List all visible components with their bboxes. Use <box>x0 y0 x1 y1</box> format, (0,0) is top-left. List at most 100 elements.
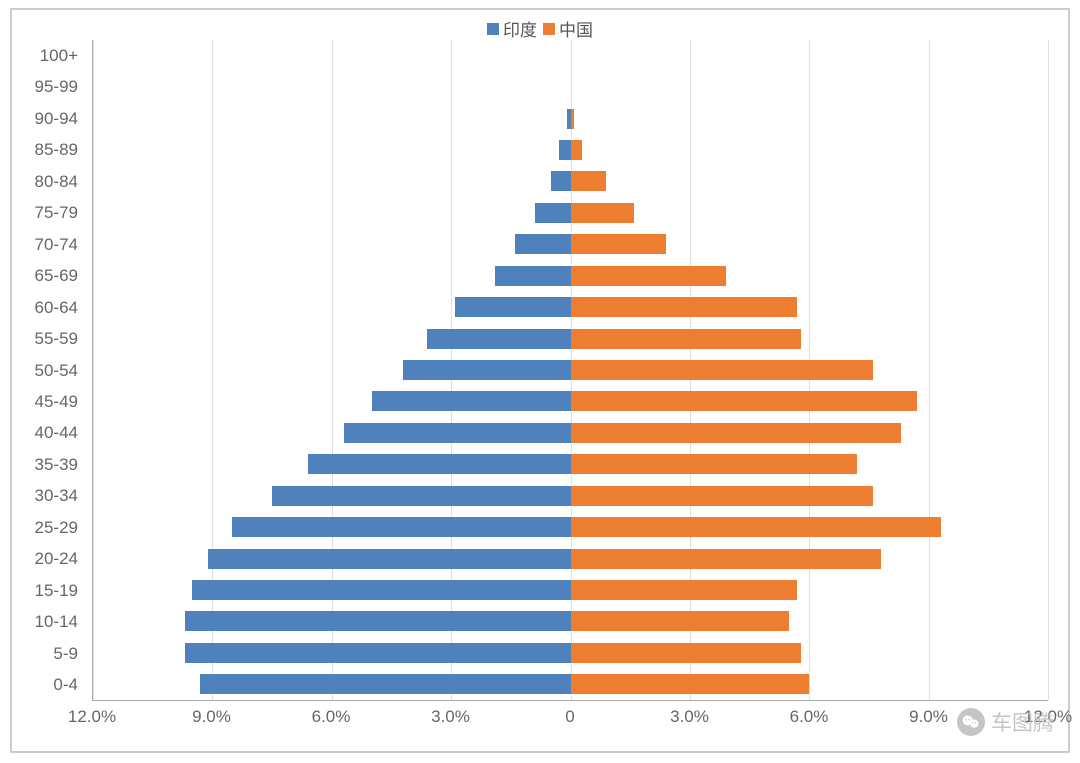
y-tick-label: 60-64 <box>35 298 78 318</box>
bar-right <box>571 391 917 411</box>
bar-left <box>559 140 571 160</box>
bar-right <box>571 674 810 694</box>
bar-row <box>93 234 1048 254</box>
bar-right <box>571 297 798 317</box>
x-tick-label: 12.0% <box>68 707 116 727</box>
y-tick-label: 95-99 <box>35 77 78 97</box>
bar-row <box>93 77 1048 97</box>
bar-right <box>571 454 858 474</box>
bar-right <box>571 611 790 631</box>
legend-label-china: 中国 <box>559 16 593 41</box>
bar-row <box>93 643 1048 663</box>
y-tick-label: 45-49 <box>35 392 78 412</box>
y-tick-label: 5-9 <box>53 644 78 664</box>
legend-item-india: 印度 <box>487 16 537 41</box>
y-tick-label: 10-14 <box>35 612 78 632</box>
bar-row <box>93 517 1048 537</box>
bar-left <box>200 674 570 694</box>
bar-left <box>372 391 571 411</box>
y-tick-label: 30-34 <box>35 486 78 506</box>
y-tick-label: 50-54 <box>35 361 78 381</box>
plot-area <box>92 40 1048 701</box>
wechat-icon <box>957 708 985 736</box>
bar-left <box>455 297 570 317</box>
x-axis-labels: 12.0%9.0%6.0%3.0%03.0%6.0%9.0%12.0% <box>92 707 1048 737</box>
bar-row <box>93 266 1048 286</box>
bar-row <box>93 171 1048 191</box>
x-tick-label: 0 <box>565 707 574 727</box>
legend-swatch-china <box>543 23 555 35</box>
bar-left <box>495 266 571 286</box>
x-tick-label: 6.0% <box>312 707 351 727</box>
wechat-icon-svg <box>961 712 981 732</box>
x-tick-label: 9.0% <box>192 707 231 727</box>
bar-row <box>93 203 1048 223</box>
bar-row <box>93 454 1048 474</box>
bar-right <box>571 549 881 569</box>
legend-label-india: 印度 <box>503 16 537 41</box>
y-tick-label: 65-69 <box>35 266 78 286</box>
x-tick-label: 3.0% <box>431 707 470 727</box>
y-tick-label: 55-59 <box>35 329 78 349</box>
bar-left <box>308 454 571 474</box>
legend: 印度 中国 <box>487 16 593 41</box>
y-tick-label: 0-4 <box>53 675 78 695</box>
bar-left <box>232 517 570 537</box>
y-tick-label: 100+ <box>40 46 78 66</box>
bar-right <box>571 109 575 129</box>
bar-right <box>571 266 726 286</box>
bar-row <box>93 674 1048 694</box>
bar-right <box>571 517 941 537</box>
bar-row <box>93 423 1048 443</box>
bar-row <box>93 140 1048 160</box>
y-tick-label: 20-24 <box>35 549 78 569</box>
bar-left <box>272 486 570 506</box>
bar-left <box>208 549 570 569</box>
bar-row <box>93 549 1048 569</box>
bar-right <box>571 643 802 663</box>
legend-item-china: 中国 <box>543 16 593 41</box>
bar-row <box>93 486 1048 506</box>
bar-row <box>93 329 1048 349</box>
bar-right <box>571 423 901 443</box>
bar-left <box>515 234 571 254</box>
gridline <box>1048 40 1049 700</box>
bar-row <box>93 297 1048 317</box>
bar-right <box>571 203 635 223</box>
bar-left <box>403 360 570 380</box>
bar-left <box>344 423 571 443</box>
y-tick-label: 80-84 <box>35 172 78 192</box>
bar-right <box>571 234 667 254</box>
bar-left <box>551 171 571 191</box>
x-tick-label: 9.0% <box>909 707 948 727</box>
y-tick-label: 15-19 <box>35 581 78 601</box>
y-tick-label: 75-79 <box>35 203 78 223</box>
bar-right <box>571 140 583 160</box>
x-tick-label: 3.0% <box>670 707 709 727</box>
bar-left <box>427 329 570 349</box>
watermark: 车图腾 <box>957 707 1054 737</box>
y-tick-label: 35-39 <box>35 455 78 475</box>
bar-row <box>93 360 1048 380</box>
bar-right <box>571 486 873 506</box>
y-tick-label: 90-94 <box>35 109 78 129</box>
y-tick-label: 85-89 <box>35 140 78 160</box>
y-tick-label: 40-44 <box>35 423 78 443</box>
bar-row <box>93 391 1048 411</box>
bar-right <box>571 329 802 349</box>
bar-right <box>571 360 873 380</box>
watermark-text: 车图腾 <box>991 707 1054 737</box>
y-tick-label: 25-29 <box>35 518 78 538</box>
y-tick-label: 70-74 <box>35 235 78 255</box>
bar-row <box>93 611 1048 631</box>
bar-left <box>192 580 570 600</box>
y-axis-labels: 100+ 95-99 90-94 85-89 80-84 75-79 70-74 65-69 6… <box>12 40 86 701</box>
chart-container: 印度 中国 100+ 95-99 90-94 85-89 80-84 75-79 70-74… <box>10 8 1070 753</box>
bar-left <box>535 203 571 223</box>
bar-left <box>185 643 571 663</box>
bar-right <box>571 171 607 191</box>
bar-row <box>93 580 1048 600</box>
bar-row <box>93 109 1048 129</box>
bar-row <box>93 46 1048 66</box>
legend-swatch-india <box>487 23 499 35</box>
